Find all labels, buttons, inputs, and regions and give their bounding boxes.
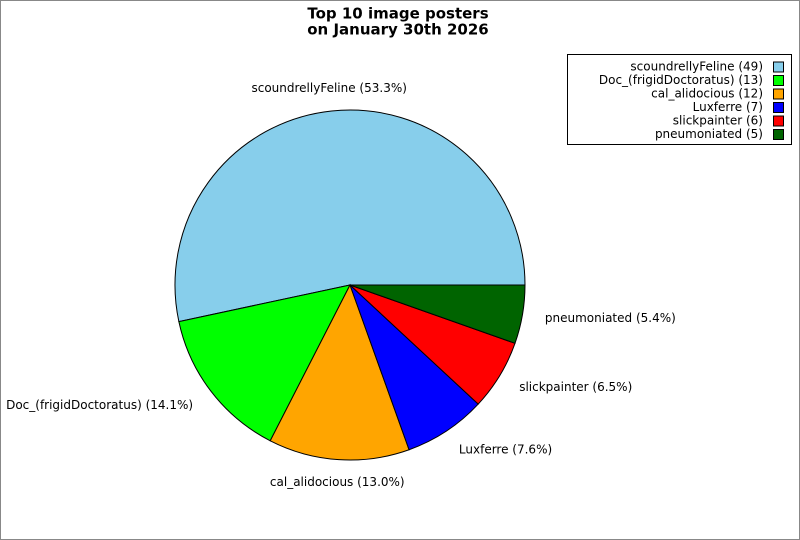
pie-slice [178, 284, 351, 442]
chart-title: on January 30th 2026 [307, 21, 488, 39]
legend-label: cal_alidocious (12) [651, 87, 763, 101]
legend-swatch [773, 102, 784, 113]
legend-box [567, 54, 792, 145]
pie-slice [269, 283, 410, 461]
slice-label: Doc_(frigidDoctoratus) (14.1%) [6, 398, 193, 412]
slice-label: cal_alidocious (13.0%) [270, 475, 405, 489]
legend-swatch [773, 88, 784, 100]
pie-slice [174, 109, 526, 323]
legend-label: pneumoniated (5) [655, 127, 763, 141]
legend-label: Doc_(frigidDoctoratus) (13) [599, 73, 763, 87]
slice-label: Luxferre (7.6%) [459, 443, 552, 457]
legend-label: slickpainter (6) [673, 114, 763, 128]
slice-label: slickpainter (6.5%) [519, 380, 632, 394]
legend-label: Luxferre (7) [693, 100, 763, 114]
legend-swatch [773, 61, 784, 73]
pie-slice [349, 284, 526, 344]
chart-title: Top 10 image posters [307, 5, 488, 23]
slice-label: scoundrellyFeline (53.3%) [251, 81, 406, 95]
legend-swatch [773, 75, 784, 86]
legend-swatch [773, 115, 784, 127]
legend-swatch [773, 129, 784, 140]
slice-label: pneumoniated (5.4%) [545, 311, 676, 325]
legend-label: scoundrellyFeline (49) [630, 60, 763, 74]
